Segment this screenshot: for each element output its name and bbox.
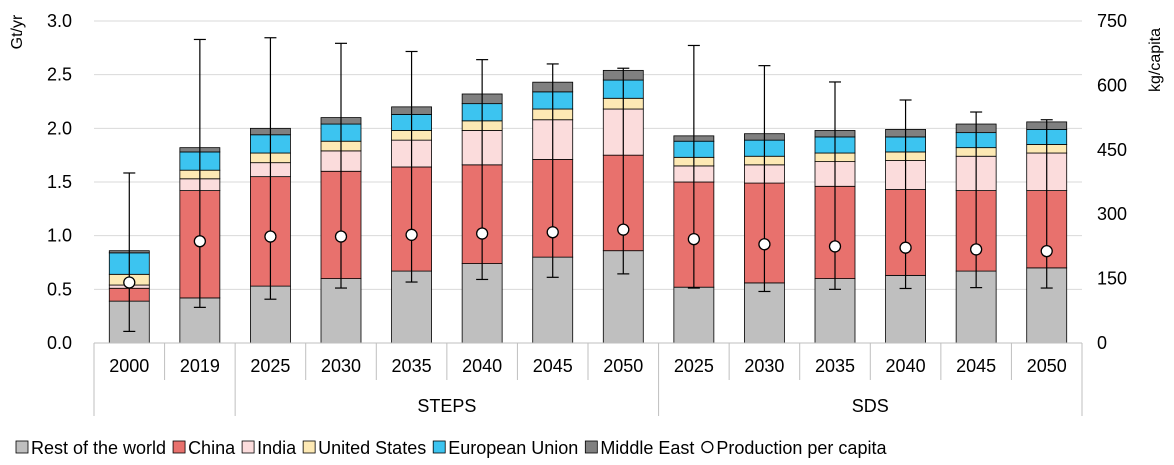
per-capita-marker bbox=[475, 227, 489, 240]
legend-swatch bbox=[15, 440, 29, 454]
x-tick-label: 2050 bbox=[1027, 356, 1067, 376]
y-tick-label: 2.0 bbox=[47, 118, 72, 138]
per-capita-marker bbox=[1040, 244, 1053, 258]
legend-label: European Union bbox=[448, 438, 578, 458]
legend-swatch bbox=[172, 440, 186, 454]
y-tick-label: 3.0 bbox=[47, 11, 72, 31]
y-axis-title: Gt/yr bbox=[9, 14, 26, 49]
x-tick-label: 2030 bbox=[321, 356, 361, 376]
x-tick-label: 2040 bbox=[462, 356, 502, 376]
legend-marker bbox=[701, 440, 714, 454]
legend-swatch bbox=[432, 440, 446, 454]
x-tick-label: 2019 bbox=[180, 356, 220, 376]
per-capita-marker bbox=[758, 238, 771, 251]
per-capita-marker bbox=[687, 232, 701, 246]
x-tick-label: 2035 bbox=[392, 356, 432, 376]
x-group-label: STEPS bbox=[417, 396, 476, 416]
x-tick-label: 2040 bbox=[886, 356, 926, 376]
y2-tick-label: 150 bbox=[1097, 269, 1127, 289]
per-capita-marker bbox=[828, 240, 842, 253]
legend-swatch bbox=[241, 440, 255, 454]
y-tick-label: 0.5 bbox=[47, 279, 72, 299]
x-tick-label: 2030 bbox=[744, 356, 784, 376]
x-tick-label: 2025 bbox=[250, 356, 290, 376]
x-tick-label: 2045 bbox=[956, 356, 996, 376]
per-capita-marker bbox=[899, 241, 912, 254]
y2-tick-label: 450 bbox=[1097, 140, 1127, 160]
y-tick-label: 1.0 bbox=[47, 226, 72, 246]
legend-swatch bbox=[584, 440, 598, 454]
per-capita-marker bbox=[546, 226, 559, 239]
per-capita-marker bbox=[193, 235, 207, 248]
per-capita-marker bbox=[969, 243, 983, 256]
bar-segment bbox=[391, 270, 432, 344]
y2-tick-label: 300 bbox=[1097, 204, 1127, 224]
per-capita-marker bbox=[617, 223, 630, 236]
y-tick-label: 2.5 bbox=[47, 65, 72, 85]
x-tick-label: 2000 bbox=[109, 356, 149, 376]
legend-label: Production per capita bbox=[716, 438, 887, 458]
x-tick-label: 2050 bbox=[603, 356, 643, 376]
per-capita-marker bbox=[123, 276, 136, 289]
legend-label: Rest of the world bbox=[31, 438, 166, 458]
bar-segment bbox=[673, 286, 715, 344]
per-capita-marker bbox=[334, 230, 348, 243]
legend-label: Middle East bbox=[600, 438, 694, 458]
per-capita-marker bbox=[405, 228, 418, 241]
y2-tick-label: 0 bbox=[1097, 333, 1107, 353]
legend-swatch bbox=[302, 440, 316, 454]
y2-axis-title: kg/capita bbox=[1147, 28, 1164, 92]
legend-label: China bbox=[188, 438, 236, 458]
y2-tick-label: 600 bbox=[1097, 75, 1127, 95]
per-capita-marker bbox=[264, 230, 277, 243]
legend-label: India bbox=[257, 438, 297, 458]
x-tick-label: 2035 bbox=[815, 356, 855, 376]
x-group-label: SDS bbox=[852, 396, 889, 416]
x-tick-label: 2025 bbox=[674, 356, 714, 376]
y-tick-label: 0.0 bbox=[47, 333, 72, 353]
legend-label: United States bbox=[318, 438, 426, 458]
x-tick-label: 2045 bbox=[533, 356, 573, 376]
y-tick-label: 1.5 bbox=[47, 172, 72, 192]
y2-tick-label: 750 bbox=[1097, 11, 1127, 31]
